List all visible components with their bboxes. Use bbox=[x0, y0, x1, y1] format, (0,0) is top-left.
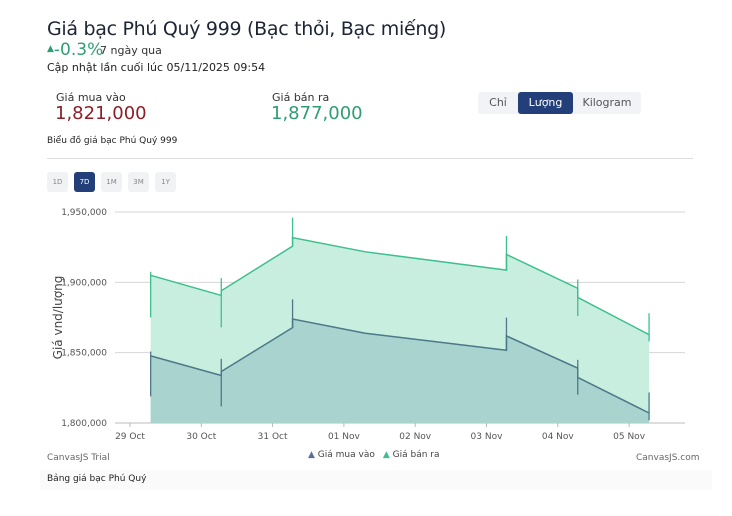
buy-price-value: 1,821,000 bbox=[55, 103, 147, 124]
sell-price-value: 1,877,000 bbox=[271, 103, 363, 124]
page-title: Giá bạc Phú Quý 999 (Bạc thỏi, Bạc miếng… bbox=[47, 18, 446, 40]
range-1y-button[interactable]: 1Y bbox=[155, 172, 176, 192]
sell-price-label: Giá bán ra bbox=[272, 91, 330, 104]
triangle-icon: ▲ bbox=[382, 450, 393, 460]
canvasjs-trial-label: CanvasJS Trial bbox=[47, 453, 110, 463]
x-tick-label: 03 Nov bbox=[471, 432, 504, 442]
legend-buy[interactable]: ▲ Giá mua vào bbox=[308, 450, 375, 460]
unit-tabs: Chỉ Lượng Kilogram bbox=[478, 92, 641, 114]
trend-arrow-icon: ▲ bbox=[47, 44, 54, 54]
change-percent: -0.3% bbox=[53, 40, 104, 60]
table-title: Bảng giá bạc Phú Quý bbox=[47, 474, 147, 484]
area-buy bbox=[150, 319, 650, 423]
chart-legend: ▲ Giá mua vào ▲ Giá bán ra bbox=[308, 450, 440, 460]
canvasjs-link[interactable]: CanvasJS.com bbox=[636, 453, 700, 463]
change-period: 7 ngày qua bbox=[100, 44, 162, 57]
y-tick-label: 1,950,000 bbox=[61, 208, 107, 218]
range-1d-button[interactable]: 1D bbox=[47, 172, 68, 192]
y-tick-label: 1,850,000 bbox=[61, 349, 107, 359]
x-tick-label: 30 Oct bbox=[186, 432, 216, 442]
triangle-icon: ▲ bbox=[308, 450, 318, 460]
y-tick-label: 1,900,000 bbox=[61, 278, 107, 288]
x-tick-label: 05 Nov bbox=[613, 432, 646, 442]
range-buttons: 1D 7D 1M 3M 1Y bbox=[47, 172, 176, 192]
tab-kilogram[interactable]: Kilogram bbox=[582, 96, 632, 109]
tab-chi[interactable]: Chỉ bbox=[489, 96, 507, 109]
x-tick-label: 29 Oct bbox=[115, 432, 145, 442]
range-1m-button[interactable]: 1M bbox=[101, 172, 122, 192]
y-axis-title: Giá vnd/lượng bbox=[51, 276, 65, 360]
table-section bbox=[40, 470, 712, 490]
buy-price-label: Giá mua vào bbox=[56, 91, 126, 104]
x-tick-label: 04 Nov bbox=[542, 432, 575, 442]
x-tick-label: 02 Nov bbox=[399, 432, 432, 442]
legend-sell[interactable]: ▲ Giá bán ra bbox=[383, 450, 440, 460]
last-updated: Cập nhật lần cuối lúc 05/11/2025 09:54 bbox=[47, 61, 266, 74]
legend-buy-label: Giá mua vào bbox=[317, 450, 375, 460]
x-tick-label: 01 Nov bbox=[328, 432, 361, 442]
legend-sell-label: Giá bán ra bbox=[392, 450, 440, 460]
chart-caption: Biểu đồ giá bạc Phú Quý 999 bbox=[47, 136, 178, 146]
price-change: ▲-0.3% bbox=[47, 40, 103, 60]
y-tick-label: 1,800,000 bbox=[61, 419, 107, 429]
x-tick-label: 31 Oct bbox=[258, 432, 288, 442]
divider bbox=[47, 158, 693, 159]
range-7d-button[interactable]: 7D bbox=[74, 172, 95, 192]
tab-luong[interactable]: Lượng bbox=[518, 92, 573, 114]
range-3m-button[interactable]: 3M bbox=[128, 172, 149, 192]
